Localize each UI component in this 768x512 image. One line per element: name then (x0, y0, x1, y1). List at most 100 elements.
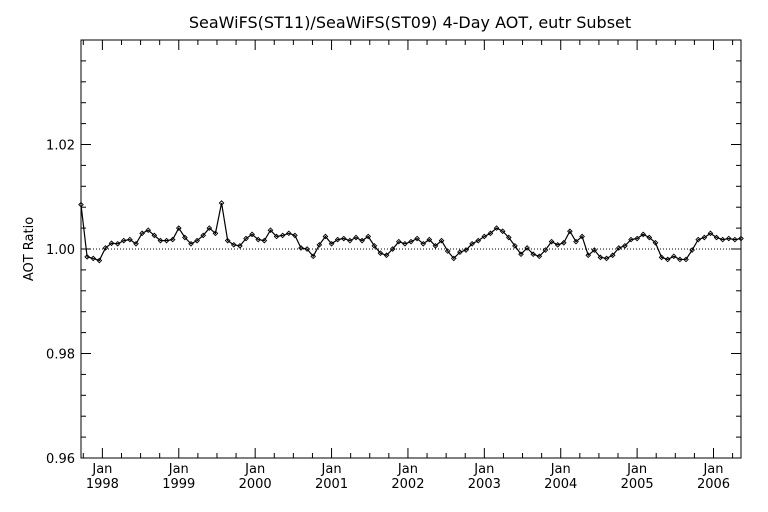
data-point (591, 247, 598, 253)
data-point (640, 231, 647, 238)
data-point (432, 243, 439, 249)
x-tick-label-month: Jan (702, 462, 723, 477)
data-point (255, 236, 262, 243)
data-point (243, 235, 249, 242)
data-point (139, 230, 145, 237)
y-axis-label: AOT Ratio (22, 217, 37, 281)
x-tick-label-year: 2004 (544, 477, 577, 492)
data-point (292, 232, 298, 239)
data-point (609, 252, 616, 259)
data-point (597, 254, 604, 261)
x-tick-label-year: 1998 (86, 477, 119, 492)
data-point (420, 240, 427, 247)
data-point (444, 248, 451, 254)
x-tick-label-month: Jan (91, 462, 112, 477)
data-point (182, 234, 188, 241)
data-point (664, 256, 671, 263)
data-point (194, 237, 200, 244)
data-point (554, 241, 561, 248)
data-point (573, 238, 579, 245)
data-point (530, 251, 537, 258)
data-point (389, 246, 396, 252)
data-point (267, 227, 274, 234)
data-point (371, 243, 378, 249)
data-point (353, 234, 359, 241)
x-tick-label-year: 1999 (162, 477, 195, 492)
data-point (402, 240, 408, 247)
data-point (340, 235, 347, 242)
data-point (261, 237, 268, 244)
data-point (457, 249, 463, 255)
data-point (78, 201, 84, 208)
data-point (652, 239, 659, 246)
data-point (145, 227, 152, 234)
data-point (218, 200, 225, 206)
data-point (249, 231, 255, 238)
data-point (328, 240, 335, 247)
x-tick-label-month: Jan (626, 462, 647, 477)
data-point (334, 236, 341, 243)
data-point (475, 237, 482, 244)
data-point (450, 255, 457, 262)
data-point (316, 241, 323, 248)
data-point (713, 234, 720, 241)
data-point (524, 245, 530, 251)
data-point (658, 254, 665, 261)
data-point (188, 240, 194, 247)
x-tick-label-year: 2003 (468, 477, 501, 492)
data-point (560, 239, 567, 246)
data-point (701, 234, 708, 241)
data-point (512, 243, 518, 249)
data-point (603, 255, 610, 262)
x-tick-label-year: 2001 (315, 477, 348, 492)
data-point (469, 240, 475, 247)
data-point (683, 256, 689, 263)
data-point (151, 232, 158, 239)
data-point (359, 237, 365, 244)
data-point (481, 233, 488, 240)
y-tick-label: 0.96 (46, 452, 75, 467)
data-point (273, 233, 280, 240)
data-point (615, 245, 622, 251)
data-point (377, 250, 384, 257)
data-point (493, 225, 500, 231)
data-point (163, 237, 170, 244)
series-line (80, 202, 742, 262)
data-point (628, 236, 634, 243)
data-point (695, 236, 702, 243)
data-point (518, 251, 524, 258)
data-point (285, 230, 292, 237)
data-point (108, 240, 115, 247)
data-point (347, 237, 353, 244)
data-point (298, 245, 304, 251)
data-point (133, 240, 139, 247)
data-point (169, 236, 176, 243)
data-point (206, 225, 213, 231)
x-tick-label-year: 2006 (697, 477, 730, 492)
data-point (585, 252, 592, 259)
x-tick-label-year: 2005 (621, 477, 654, 492)
data-point (505, 234, 512, 241)
x-tick-label-month: Jan (550, 462, 571, 477)
data-point (542, 247, 549, 253)
data-point (707, 230, 714, 237)
data-point (548, 238, 555, 245)
data-point (634, 235, 640, 242)
data-point (114, 240, 121, 247)
x-tick-label-year: 2002 (391, 477, 424, 492)
data-point (127, 236, 133, 243)
data-point (157, 237, 164, 244)
data-point (212, 230, 219, 237)
data-point (670, 253, 677, 260)
data-point (719, 236, 726, 243)
tick-layer: 0.960.981.001.02Jan1998Jan1999Jan2000Jan… (46, 40, 741, 492)
y-tick-label: 0.98 (46, 348, 75, 363)
data-point (383, 252, 390, 259)
data-point (96, 257, 103, 264)
data-point (725, 235, 732, 242)
data-point (90, 255, 97, 262)
data-point (279, 232, 286, 239)
data-point (689, 247, 695, 253)
